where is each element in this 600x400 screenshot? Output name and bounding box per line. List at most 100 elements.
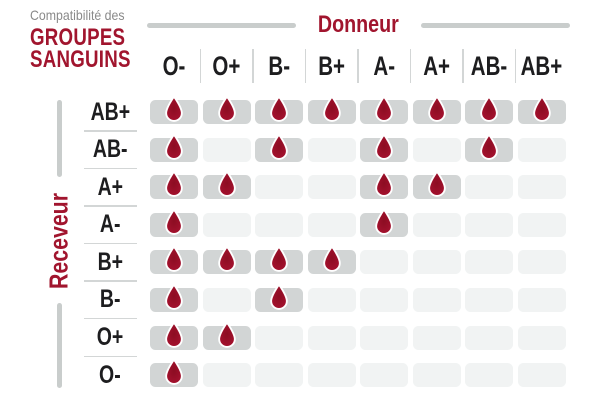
matrix-cell-a-neg-from-a-neg [360, 208, 408, 237]
row-header-a-neg: A- [84, 210, 137, 245]
blood-drop-icon [375, 170, 393, 197]
row-header-b-neg: B- [84, 285, 137, 320]
blood-drop-icon [427, 95, 446, 122]
matrix-cell-b-pos-from-b-neg [255, 245, 303, 275]
blood-drop-icon [217, 245, 236, 273]
title-eyebrow: Compatibilité des [30, 7, 125, 23]
matrix-cell-ab-neg-from-ab-pos [517, 137, 566, 162]
matrix-cell-b-neg-from-b-neg [255, 283, 303, 312]
column-header-label: O- [162, 50, 186, 81]
blood-drop-icon [270, 95, 288, 122]
matrix-cell-a-pos-from-o-neg [150, 170, 198, 200]
row-header-b-pos: B+ [84, 248, 137, 282]
matrix-cell-o-neg-from-a-pos [412, 363, 461, 388]
blood-drop-icon [165, 95, 183, 122]
matrix-cell-a-pos-from-b-pos [307, 175, 356, 200]
blood-drop-icon [270, 245, 288, 273]
column-header-b-pos: B+ [304, 46, 356, 86]
row-header-ab-pos: AB+ [84, 97, 137, 132]
row-headers: AB+ AB- A+ A- B+ B- O+ O- [84, 97, 137, 389]
matrix-cell-a-neg-from-ab-pos [517, 212, 566, 237]
matrix-cell-o-pos-from-a-neg [360, 325, 408, 350]
row-header-label: AB+ [90, 97, 131, 126]
blood-drop-icon [165, 208, 183, 235]
matrix-cell-ab-neg-from-b-pos [307, 137, 356, 162]
blood-drop-icon [322, 245, 341, 273]
column-header-b-neg: B- [252, 46, 303, 86]
matrix-cell-b-neg-from-ab-pos [517, 287, 566, 312]
matrix-cell-b-neg-from-a-pos [412, 287, 461, 312]
matrix-cell-ab-neg-from-ab-neg [465, 133, 513, 162]
blood-drop-icon [375, 95, 393, 122]
blood-drop-icon [165, 170, 183, 197]
blood-drop-icon [165, 245, 183, 273]
matrix-cell-ab-pos-from-b-neg [255, 95, 303, 124]
matrix-cell-a-pos-from-a-neg [360, 170, 408, 200]
column-headers: O- O+ B- B+ A- A+ AB- AB+ [150, 46, 566, 86]
matrix-cell-b-pos-from-a-pos [412, 250, 461, 275]
matrix-cell-o-pos-from-ab-pos [517, 325, 566, 350]
column-header-o-neg: O- [150, 46, 198, 86]
blood-drop-icon [480, 95, 498, 122]
matrix-cell-o-neg-from-ab-pos [517, 363, 566, 388]
blood-drop-icon [165, 283, 183, 310]
matrix-cell-o-pos-from-a-pos [412, 325, 461, 350]
matrix-cell-a-neg-from-b-pos [307, 212, 356, 237]
column-header-o-pos: O+ [199, 46, 251, 86]
matrix-cell-b-neg-from-ab-neg [465, 287, 513, 312]
blood-drop-icon [480, 133, 498, 160]
matrix-cell-b-pos-from-o-pos [202, 245, 251, 275]
donor-line-left [147, 22, 297, 28]
column-header-a-neg: A- [357, 46, 408, 86]
row-header-label: AB- [93, 135, 128, 164]
matrix-cell-b-pos-from-ab-neg [465, 250, 513, 275]
column-header-label: AB+ [520, 50, 563, 81]
matrix-cell-ab-pos-from-o-neg [150, 95, 198, 124]
matrix-cell-o-neg-from-b-pos [307, 363, 356, 388]
blood-drop-icon [165, 133, 183, 160]
column-header-label: A- [373, 50, 395, 81]
column-header-label: O+ [212, 50, 241, 81]
matrix-cell-o-pos-from-b-neg [255, 325, 303, 350]
blood-drop-icon [165, 358, 183, 385]
matrix-cell-o-pos-from-o-neg [150, 321, 198, 350]
matrix-cell-b-pos-from-a-neg [360, 250, 408, 275]
blood-drop-icon [165, 321, 183, 348]
blood-drop-icon [322, 95, 341, 122]
blood-drop-icon [217, 170, 236, 197]
matrix-cell-a-pos-from-a-pos [412, 170, 461, 200]
matrix-cell-a-neg-from-a-pos [412, 212, 461, 237]
row-header-label: O+ [97, 323, 124, 352]
title-line-sanguins: SANGUINS [30, 46, 131, 73]
matrix-cell-b-neg-from-b-pos [307, 287, 356, 312]
compatibility-matrix [150, 95, 566, 388]
matrix-cell-b-pos-from-b-pos [307, 245, 356, 275]
matrix-cell-a-neg-from-ab-neg [465, 212, 513, 237]
matrix-cell-ab-pos-from-ab-neg [465, 95, 513, 124]
matrix-cell-a-neg-from-o-pos [202, 212, 251, 237]
matrix-cell-a-pos-from-ab-neg [465, 175, 513, 200]
matrix-cell-o-neg-from-b-neg [255, 363, 303, 388]
row-header-o-neg: O- [85, 360, 136, 389]
row-header-a-pos: A+ [84, 173, 137, 207]
matrix-cell-ab-pos-from-b-pos [307, 95, 356, 124]
matrix-cell-b-neg-from-a-neg [360, 287, 408, 312]
matrix-cell-o-neg-from-o-neg [150, 358, 198, 388]
column-header-ab-neg: AB- [462, 46, 513, 86]
column-header-a-pos: A+ [409, 46, 461, 86]
matrix-cell-ab-pos-from-a-pos [412, 95, 461, 124]
blood-drop-icon [427, 170, 446, 197]
matrix-cell-ab-neg-from-o-neg [150, 133, 198, 162]
column-header-label: AB- [470, 50, 508, 81]
donor-axis: Donneur [147, 11, 571, 39]
row-header-label: O- [99, 360, 122, 389]
matrix-cell-ab-pos-from-a-neg [360, 95, 408, 124]
matrix-cell-o-neg-from-o-pos [202, 363, 251, 388]
matrix-cell-ab-neg-from-a-pos [412, 137, 461, 162]
blood-drop-icon [375, 208, 393, 235]
matrix-cell-b-pos-from-o-neg [150, 245, 198, 275]
matrix-cell-o-pos-from-ab-neg [465, 325, 513, 350]
matrix-cell-ab-neg-from-o-pos [202, 137, 251, 162]
blood-drop-icon [532, 95, 551, 122]
